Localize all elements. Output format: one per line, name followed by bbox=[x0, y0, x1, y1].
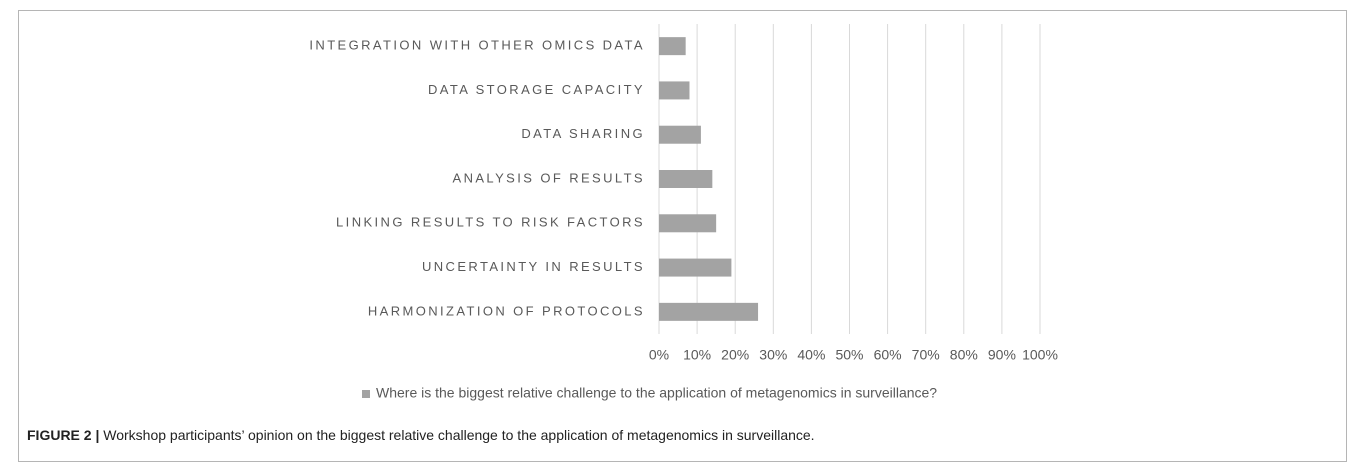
frame bbox=[18, 10, 1347, 462]
bar bbox=[659, 81, 690, 100]
bar bbox=[659, 125, 701, 144]
x-tick-label: 20% bbox=[721, 347, 749, 363]
caption: FIGURE 2 | Workshop participants’ opinio… bbox=[27, 427, 815, 443]
y-tick-label: HARMONIZATION OF PROTOCOLS bbox=[368, 303, 645, 318]
y-tick-label: LINKING RESULTS TO RISK FACTORS bbox=[336, 215, 645, 230]
y-tick-label: DATA STORAGE CAPACITY bbox=[428, 82, 645, 97]
bar bbox=[659, 302, 759, 321]
bar bbox=[659, 37, 686, 56]
x-tick-label: 90% bbox=[988, 347, 1016, 363]
x-tick-label: 60% bbox=[874, 347, 902, 363]
y-tick-label: DATA SHARING bbox=[521, 126, 645, 141]
x-tick-label: 50% bbox=[835, 347, 863, 363]
bar bbox=[659, 258, 732, 277]
x-tick-label: 0% bbox=[649, 347, 669, 363]
x-tick-label: 80% bbox=[950, 347, 978, 363]
bar bbox=[659, 170, 713, 188]
y-tick-label: UNCERTAINTY IN RESULTS bbox=[422, 259, 645, 274]
bar bbox=[659, 214, 717, 233]
x-tick-label: 100% bbox=[1022, 347, 1058, 363]
y-tick-label: ANALYSIS OF RESULTS bbox=[453, 170, 646, 185]
x-tick-label: 70% bbox=[912, 347, 940, 363]
legend-swatch bbox=[362, 390, 370, 398]
y-tick-label: INTEGRATION WITH OTHER OMICS DATA bbox=[309, 38, 645, 53]
x-tick-label: 10% bbox=[683, 347, 711, 363]
caption-label: FIGURE 2 | bbox=[27, 427, 99, 443]
caption-text: Workshop participants’ opinion on the bi… bbox=[103, 427, 814, 443]
x-tick-label: 30% bbox=[759, 347, 787, 363]
x-tick-label: 40% bbox=[797, 347, 825, 363]
legend-label: Where is the biggest relative challenge … bbox=[376, 385, 937, 401]
